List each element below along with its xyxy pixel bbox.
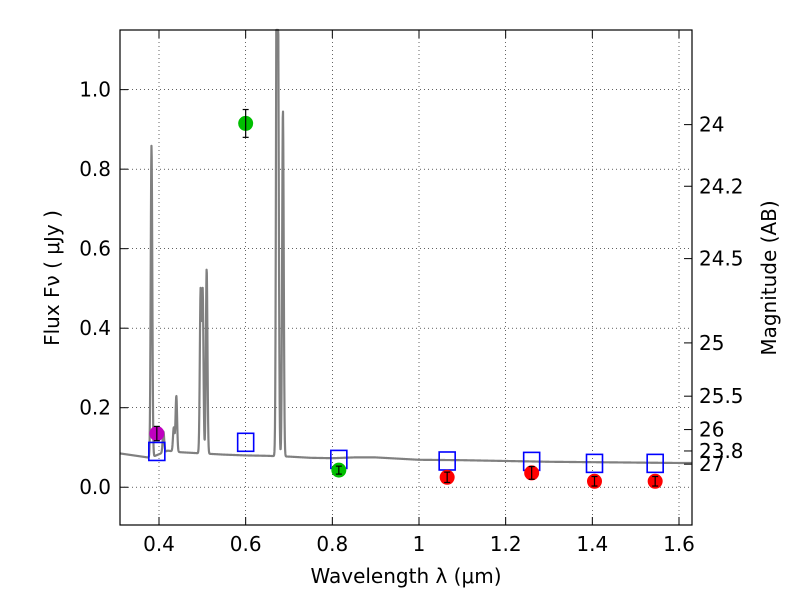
magnitude-tick-label: 25 [699, 331, 724, 355]
ticks: 0.4 0.6 0.8 1 1.2 1.4 1.6 0.0 0.2 0.4 0.6 0.8 1.0 23.… [79, 30, 744, 556]
y-tick-label: 0.0 [79, 475, 111, 499]
model-photometry-marker [646, 453, 664, 474]
y-axis-label: Flux Fν ( μJy ) [40, 210, 64, 346]
y-tick-label: 0.4 [79, 316, 111, 340]
x-tick-label: 1.2 [490, 532, 522, 556]
magnitude-tick-label: 23.8 [699, 439, 744, 463]
y-tick-label: 0.6 [79, 237, 111, 261]
plot-frame [119, 29, 693, 526]
x-tick-label: 1 [413, 532, 426, 556]
magnitude-tick-label: 24.5 [699, 247, 744, 271]
y-tick-label: 1.0 [79, 78, 111, 102]
axes [119, 29, 693, 526]
y-tick-label: 0.2 [79, 396, 111, 420]
x-tick-label: 0.6 [230, 532, 262, 556]
model-spectrum [119, 28, 693, 465]
magnitude-tick-label: 24.2 [699, 174, 744, 198]
model-photometry-marker [148, 441, 166, 462]
x-tick-label: 0.8 [316, 532, 348, 556]
right-axis-label: Magnitude (AB) [757, 200, 781, 355]
magnitude-tick-label: 24 [699, 113, 724, 137]
spectrum-line [119, 28, 693, 465]
magnitude-tick-label: 26 [699, 418, 724, 442]
model-photometry-marker [585, 453, 604, 474]
x-tick-label: 1.4 [576, 532, 608, 556]
x-tick-label: 0.4 [143, 532, 175, 556]
magnitude-tick-label: 27 [699, 452, 724, 476]
x-tick-label: 1.6 [663, 532, 695, 556]
x-axis-label: Wavelength λ (μm) [310, 564, 501, 588]
y-tick-label: 0.8 [79, 157, 111, 181]
magnitude-tick-label: 25.5 [699, 384, 744, 408]
model-photometry-marker [236, 432, 255, 453]
data-points [148, 108, 664, 489]
